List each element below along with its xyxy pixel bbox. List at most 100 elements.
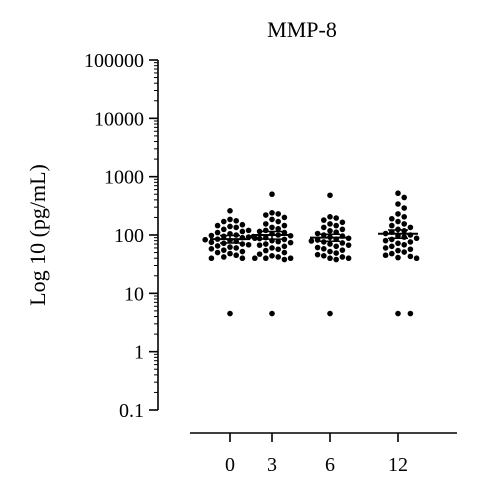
data-point-3	[281, 229, 288, 236]
data-point-0	[221, 218, 227, 225]
data-point-3	[281, 249, 288, 256]
data-point-3	[263, 227, 269, 234]
data-point-3	[281, 214, 288, 221]
y-tick-label: 0.1	[119, 400, 144, 422]
data-point-12	[389, 222, 395, 229]
data-point-6	[314, 244, 321, 251]
data-point-12	[395, 254, 401, 261]
data-point-6	[308, 238, 315, 244]
data-point-6	[339, 219, 346, 226]
error-bars	[210, 229, 418, 244]
y-tick-label: 1000	[104, 167, 144, 189]
data-point-0	[233, 218, 239, 224]
data-point-0	[227, 310, 233, 317]
data-point-0	[245, 241, 252, 248]
data-point-3	[256, 251, 263, 257]
x-tick-label: 6	[325, 454, 335, 476]
data-point-6	[339, 226, 346, 233]
data-point-0	[227, 244, 233, 250]
data-point-0	[221, 226, 227, 233]
data-point-3	[275, 218, 282, 225]
data-point-6	[327, 255, 333, 262]
data-point-6	[327, 248, 333, 255]
y-ticks: 0.1 1 10 100 1000 10000 100000	[84, 50, 158, 422]
data-point-0	[239, 221, 246, 228]
data-point-6	[327, 214, 333, 220]
data-point-3	[269, 310, 275, 317]
data-point-3	[275, 246, 282, 253]
y-axis-label: Log 10 (pg/mL)	[25, 164, 50, 306]
data-point-12	[413, 235, 420, 242]
data-point-0	[233, 224, 239, 231]
data-point-6	[345, 255, 352, 262]
data-point-3	[263, 212, 269, 218]
data-point-0	[214, 249, 221, 256]
data-point-3	[263, 247, 269, 254]
data-point-3	[275, 238, 282, 245]
data-point-3	[256, 242, 263, 248]
data-point-6	[327, 221, 333, 227]
data-point-12	[395, 247, 401, 254]
data-point-3	[269, 210, 275, 216]
data-point-0	[214, 243, 221, 249]
data-point-3	[256, 228, 263, 235]
data-point-6	[327, 241, 333, 247]
data-point-12	[395, 310, 401, 317]
data-point-0	[221, 247, 227, 253]
data-point-0	[227, 207, 233, 214]
data-point-12	[413, 255, 420, 262]
data-point-6	[314, 230, 321, 237]
data-points	[202, 190, 420, 317]
data-point-12	[395, 218, 401, 225]
data-point-3	[275, 254, 282, 260]
data-point-6	[339, 247, 346, 253]
data-point-3	[281, 256, 288, 263]
data-point-0	[208, 246, 215, 252]
data-point-12	[407, 239, 414, 245]
data-point-12	[407, 246, 414, 253]
data-point-12	[382, 252, 389, 259]
data-point-12	[407, 310, 414, 317]
data-point-6	[345, 242, 352, 248]
data-point-12	[401, 205, 408, 211]
data-point-6	[321, 217, 327, 223]
data-point-0	[252, 255, 258, 262]
data-point-6	[333, 243, 340, 250]
y-tick-label: 100	[114, 225, 144, 247]
y-tick-label: 100000	[84, 50, 144, 72]
data-point-3	[281, 243, 288, 250]
data-point-0	[233, 252, 239, 259]
data-point-0	[208, 232, 215, 239]
data-point-3	[269, 245, 275, 251]
data-point-6	[339, 254, 346, 260]
data-point-6	[327, 228, 333, 234]
data-point-3	[263, 255, 269, 262]
data-point-0	[227, 250, 233, 257]
x-tick-label: 0	[225, 454, 235, 476]
data-point-6	[333, 222, 340, 229]
data-point-0	[239, 241, 246, 247]
data-point-3	[263, 241, 269, 247]
data-point-12	[382, 245, 389, 251]
data-point-0	[202, 236, 208, 243]
data-point-6	[333, 256, 340, 263]
data-point-0	[208, 239, 215, 246]
data-point-12	[395, 240, 401, 247]
data-point-0	[221, 254, 227, 260]
data-point-3	[269, 216, 275, 223]
x-tick-label: 3	[267, 454, 277, 476]
data-point-6	[333, 250, 340, 256]
x-tick-label: 12	[388, 454, 408, 476]
data-point-12	[401, 234, 408, 240]
data-point-3	[275, 211, 282, 217]
data-point-12	[395, 190, 401, 197]
data-point-3	[269, 191, 275, 198]
x-ticks: 0 3 6 12	[225, 433, 408, 476]
chart-title: MMP-8	[267, 17, 337, 42]
data-point-12	[407, 253, 414, 260]
data-point-12	[389, 215, 395, 222]
data-point-3	[269, 252, 275, 259]
data-point-0	[227, 223, 233, 230]
data-point-12	[401, 249, 408, 255]
